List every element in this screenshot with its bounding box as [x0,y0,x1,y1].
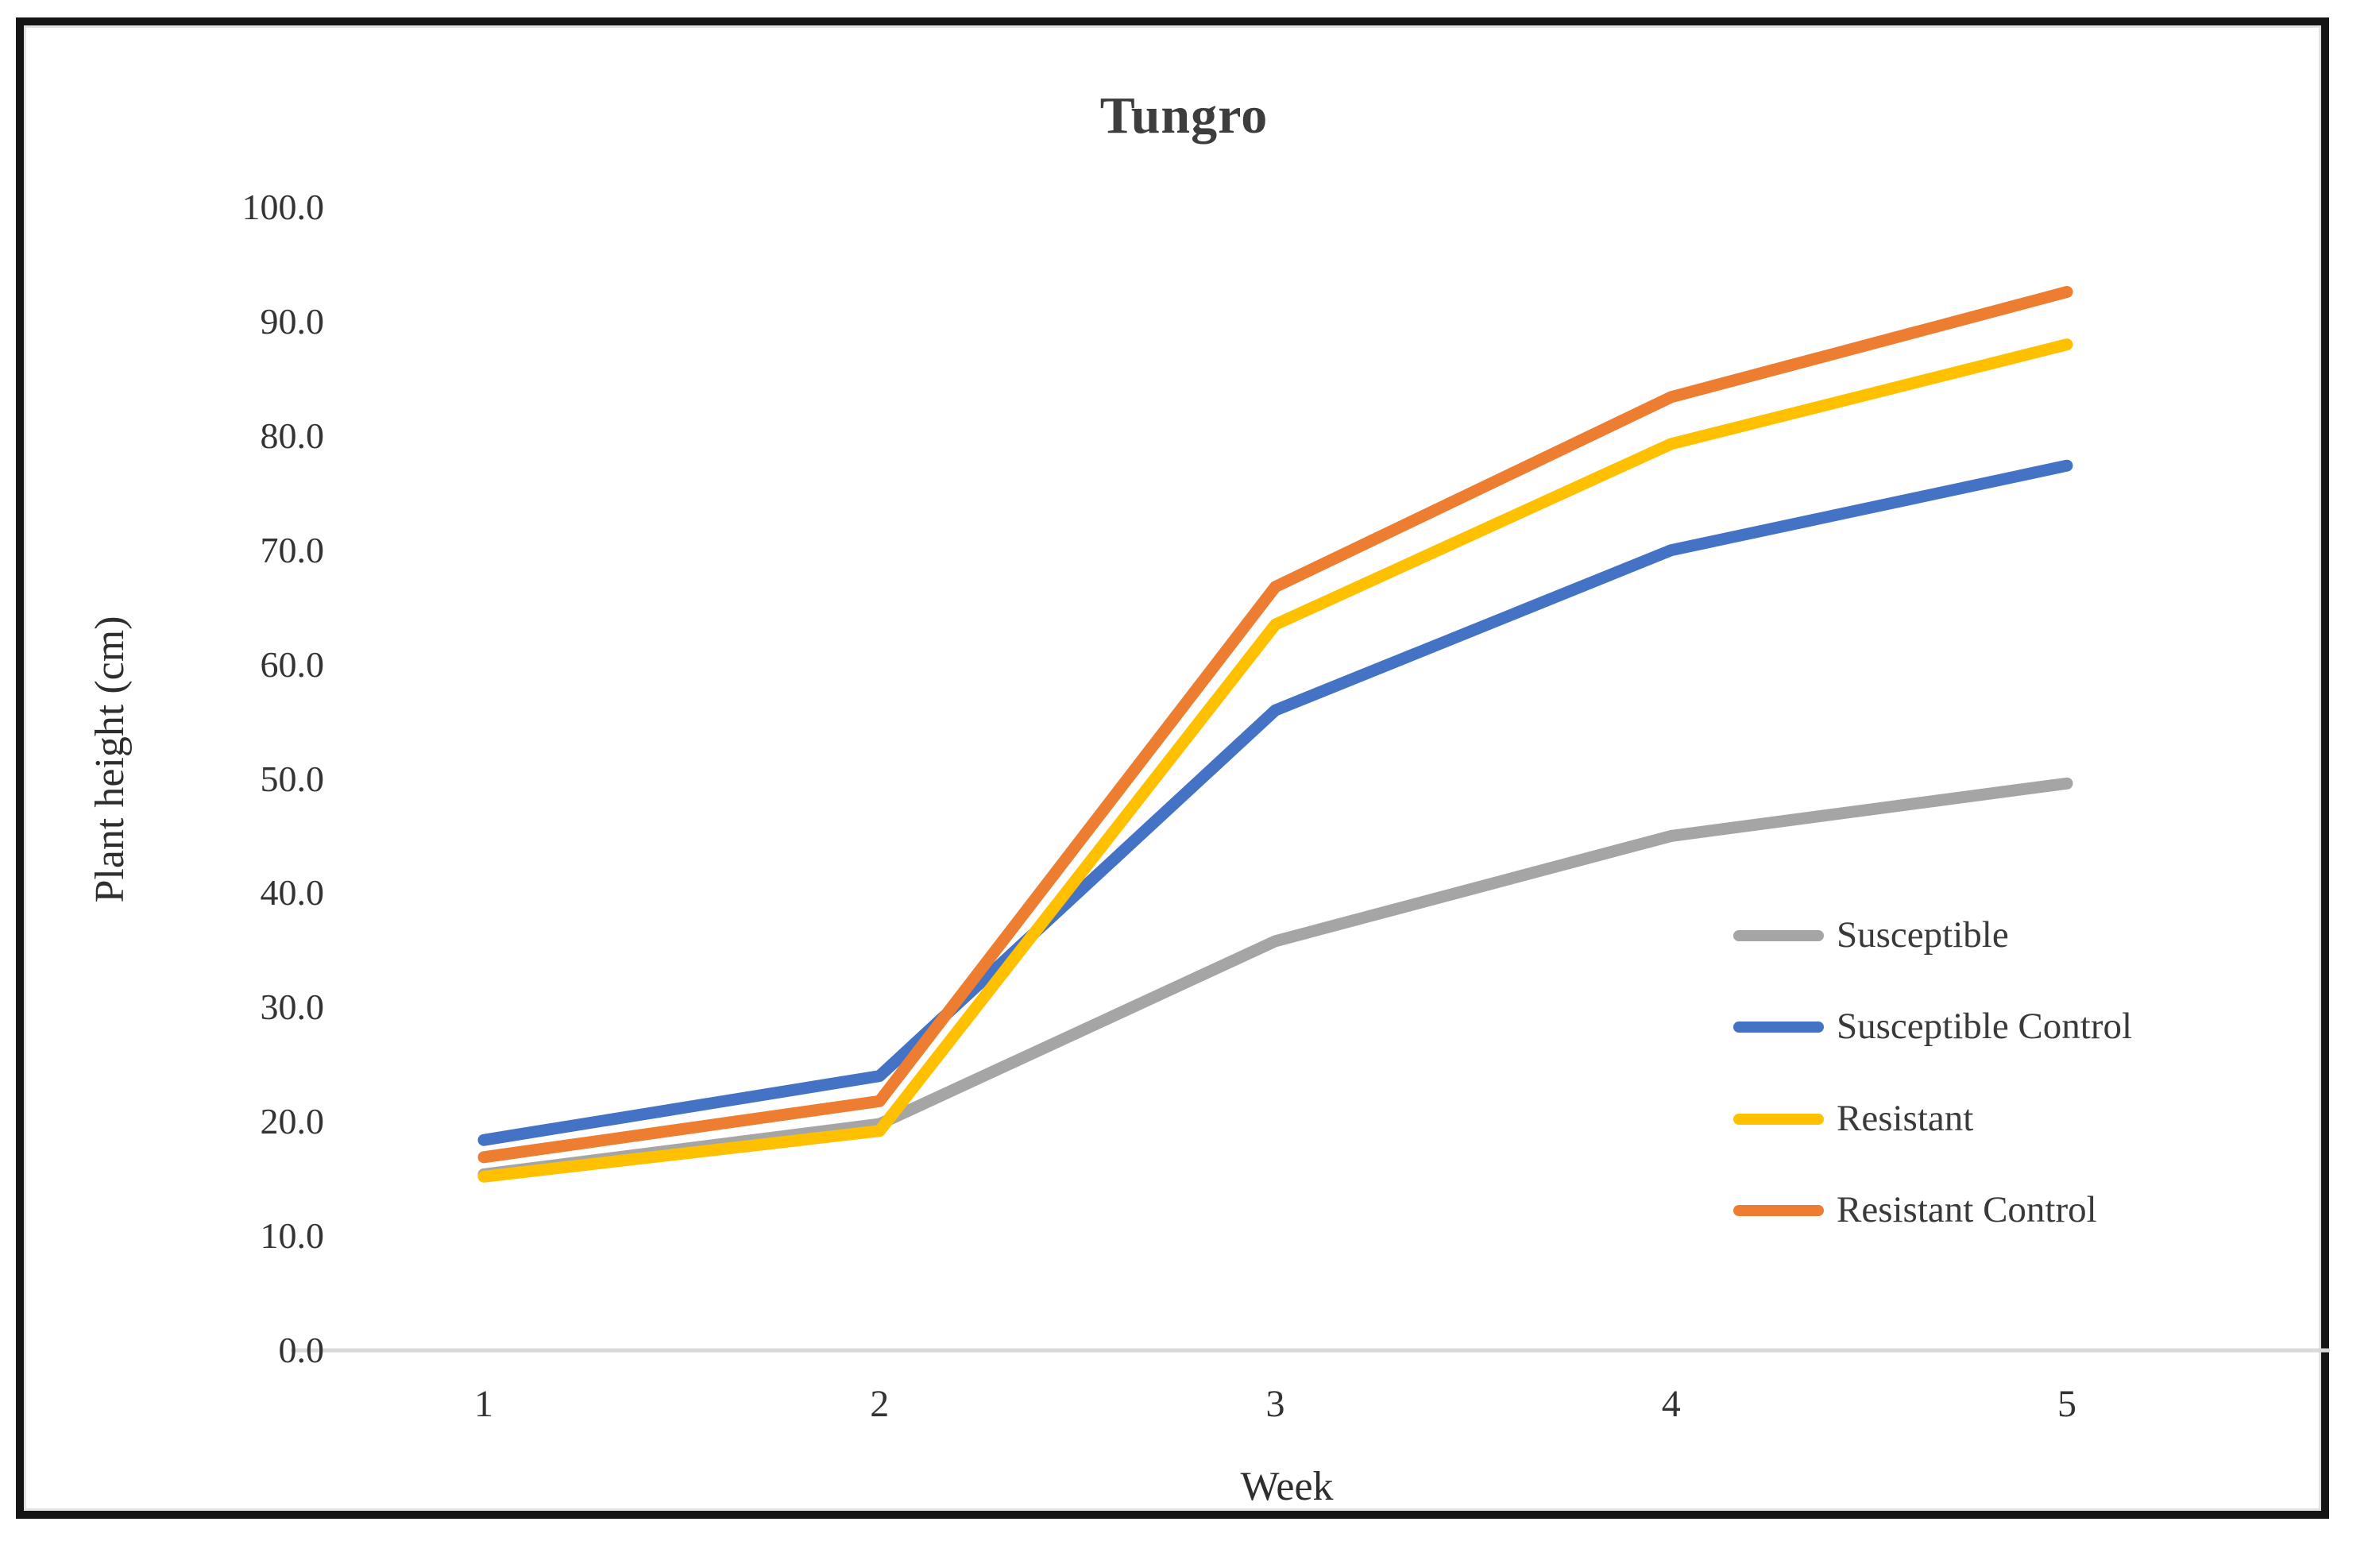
legend-label: Resistant [1837,1097,1974,1139]
y-tick-label-70.0: 70.0 [260,529,325,570]
legend-swatch-susceptible [1733,930,1824,941]
series-line-resistant [477,338,2073,1183]
x-tick-label-2: 2 [870,1383,890,1425]
series-line-susceptible-control [477,459,2073,1146]
y-tick-label-50.0: 50.0 [260,758,325,799]
x-tick-label-4: 4 [1661,1383,1681,1425]
legend-swatch-resistant [1733,1113,1824,1125]
y-tick-label-40.0: 40.0 [260,872,325,913]
x-tick-label-3: 3 [1265,1383,1285,1425]
series-line-susceptible [477,777,2073,1180]
legend-swatch-resistant-control [1733,1205,1824,1217]
series-line-resistant-control [477,285,2073,1164]
figure-border [16,17,2329,1519]
y-tick-label-0.0: 0.0 [278,1330,325,1370]
y-tick-label-10.0: 10.0 [260,1215,325,1257]
y-tick-label-30.0: 30.0 [260,987,325,1028]
legend-swatch-susceptible-control [1733,1022,1824,1033]
y-tick-label-20.0: 20.0 [260,1101,325,1142]
y-tick-label-90.0: 90.0 [260,300,325,342]
y-tick-label-100.0: 100.0 [241,187,325,227]
chart-title: Tungro [1099,87,1269,145]
y-tick-label-60.0: 60.0 [260,643,325,685]
x-axis-title: Week [1240,1464,1334,1509]
legend-label: Resistant Control [1837,1189,2097,1231]
legend-label: Susceptible Control [1837,1006,2133,1048]
legend-label: Susceptible [1837,914,2009,956]
x-tick-label-1: 1 [474,1383,493,1425]
y-tick-label-80.0: 80.0 [260,415,325,456]
x-tick-label-5: 5 [2057,1383,2076,1425]
